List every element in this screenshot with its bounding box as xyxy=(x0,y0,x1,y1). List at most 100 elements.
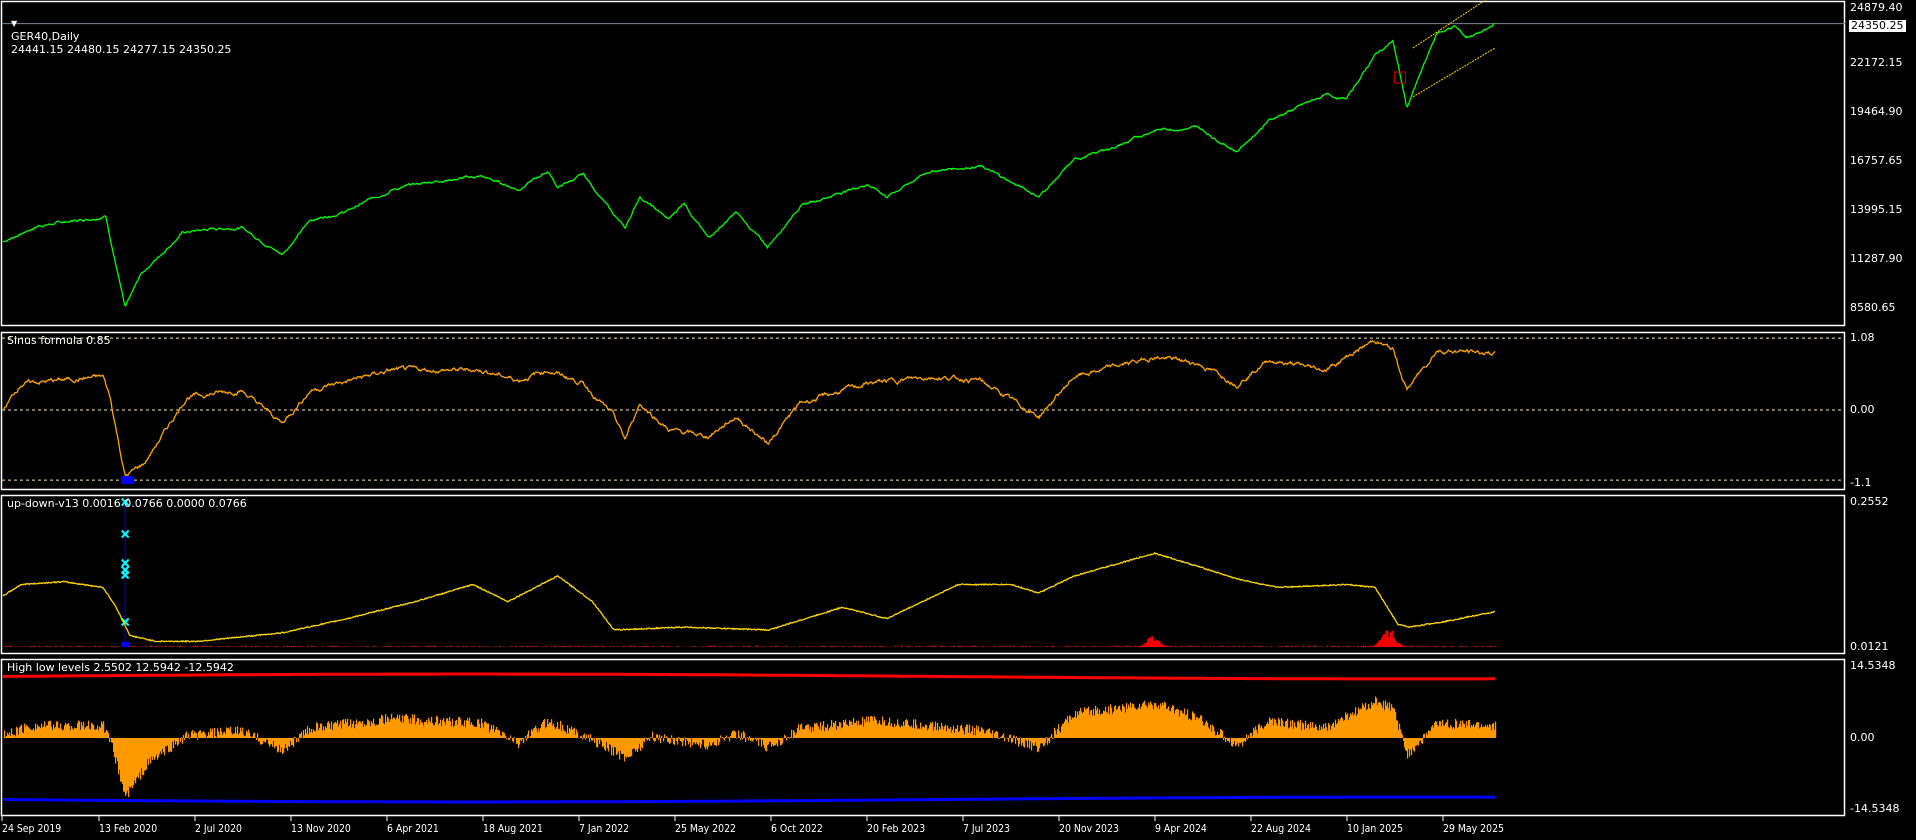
histogram-bar xyxy=(615,738,617,748)
histogram-bar xyxy=(143,738,145,776)
histogram-bar xyxy=(37,724,39,738)
histogram-bar xyxy=(389,722,391,738)
histogram-bar xyxy=(1316,726,1318,738)
main-price-panel[interactable] xyxy=(2,0,1845,308)
histogram-bar xyxy=(1324,728,1326,738)
histogram-bar xyxy=(378,724,380,738)
histogram-bar xyxy=(472,725,474,738)
histogram-bar xyxy=(154,738,156,760)
histogram-bar xyxy=(119,738,121,770)
updown-bar xyxy=(583,646,585,647)
updown-red-bar xyxy=(1383,634,1386,647)
histogram-bar xyxy=(622,738,624,755)
histogram-bar xyxy=(114,738,116,758)
histogram-bar xyxy=(663,738,665,742)
histogram-bar xyxy=(855,722,857,738)
histogram-bar xyxy=(1315,724,1317,738)
histogram-bar xyxy=(505,736,507,738)
histogram-bar xyxy=(255,737,257,738)
histogram-bar xyxy=(1163,705,1165,738)
updown-panel[interactable] xyxy=(2,497,1497,648)
updown-bar xyxy=(1047,646,1049,647)
histogram-bar xyxy=(981,727,983,738)
histogram-bar xyxy=(49,721,51,738)
histogram-bar xyxy=(1195,720,1197,738)
histogram-bar xyxy=(1046,737,1048,738)
histogram-bar xyxy=(1218,734,1220,738)
histogram-bar xyxy=(1107,713,1109,738)
histogram-bar xyxy=(207,735,209,738)
histogram-bar xyxy=(971,731,973,738)
histogram-bar xyxy=(1103,710,1105,738)
histogram-bar xyxy=(1211,731,1213,738)
sinus-axis-label: 1.08 xyxy=(1850,331,1875,344)
histogram-bar xyxy=(1492,723,1494,738)
histogram-bar xyxy=(1358,707,1360,738)
histogram-bar xyxy=(877,724,879,738)
histogram-bar xyxy=(1317,729,1319,738)
histogram-bar xyxy=(703,738,705,740)
sinus-panel[interactable] xyxy=(2,337,1845,484)
highlow-panel[interactable] xyxy=(2,672,1497,804)
updown-bar xyxy=(1133,646,1135,647)
histogram-bar xyxy=(416,721,418,738)
histogram-bar xyxy=(574,727,576,738)
histogram-bar xyxy=(767,738,769,746)
histogram-bar xyxy=(749,736,751,738)
triangle-down-icon[interactable]: ▼ xyxy=(11,19,18,28)
updown-bar xyxy=(873,645,875,647)
histogram-bar xyxy=(266,738,268,740)
histogram-bar xyxy=(874,716,876,738)
histogram-bar xyxy=(535,725,537,738)
updown-bar xyxy=(647,645,649,647)
histogram-bar xyxy=(853,717,855,738)
histogram-bar xyxy=(564,731,566,738)
updown-bar xyxy=(511,645,513,647)
updown-bar xyxy=(47,646,49,647)
histogram-bar xyxy=(570,729,572,738)
histogram-bar xyxy=(1341,716,1343,738)
histogram-bar xyxy=(298,738,300,742)
histogram-bar xyxy=(818,726,820,738)
time-axis-label: 13 Nov 2020 xyxy=(291,822,351,835)
updown-bar xyxy=(1467,646,1469,647)
histogram-bar xyxy=(135,738,137,784)
histogram-bar xyxy=(1188,719,1190,738)
histogram-bar xyxy=(646,738,648,740)
updown-bar xyxy=(1441,645,1443,647)
histogram-bar xyxy=(1391,704,1393,738)
histogram-bar xyxy=(1100,714,1102,738)
histogram-bar xyxy=(69,725,71,738)
updown-bar xyxy=(417,645,419,647)
updown-bar xyxy=(981,646,983,647)
histogram-bar xyxy=(429,720,431,738)
histogram-bar xyxy=(674,738,676,745)
histogram-bar xyxy=(470,724,472,738)
histogram-bar xyxy=(1285,721,1287,738)
updown-bar xyxy=(295,645,297,647)
histogram-bar xyxy=(1159,709,1161,738)
histogram-bar xyxy=(1069,715,1071,738)
histogram-bar xyxy=(742,738,744,740)
histogram-bar xyxy=(1040,738,1042,744)
histogram-bar xyxy=(561,731,563,738)
updown-bar xyxy=(569,645,571,647)
histogram-bar xyxy=(1223,738,1225,741)
updown-bar xyxy=(565,645,567,647)
updown-bar xyxy=(933,645,935,647)
histogram-bar xyxy=(379,718,381,738)
histogram-bar xyxy=(1484,726,1486,738)
histogram-bar xyxy=(178,738,180,745)
histogram-bar xyxy=(187,737,189,738)
histogram-bar xyxy=(610,738,612,745)
updown-bar xyxy=(819,646,821,647)
updown-bar xyxy=(85,646,87,647)
histogram-bar xyxy=(107,731,109,738)
histogram-bar xyxy=(713,738,715,742)
histogram-bar xyxy=(1429,731,1431,738)
histogram-bar xyxy=(997,731,999,738)
updown-bar xyxy=(1331,645,1333,647)
histogram-bar xyxy=(376,724,378,738)
histogram-bar xyxy=(512,738,514,742)
